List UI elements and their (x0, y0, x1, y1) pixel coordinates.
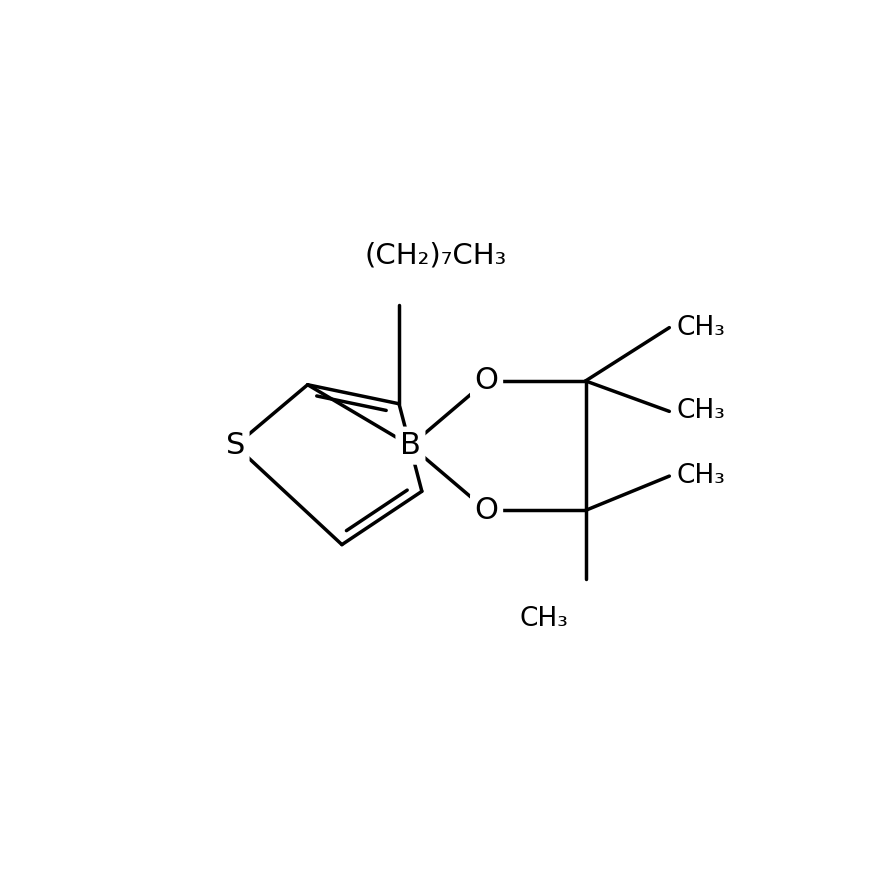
Text: (CH₂)₇CH₃: (CH₂)₇CH₃ (365, 241, 507, 270)
Text: CH₃: CH₃ (677, 315, 726, 341)
Text: CH₃: CH₃ (677, 399, 726, 425)
Text: S: S (226, 431, 245, 460)
Text: O: O (474, 496, 498, 525)
Text: O: O (474, 367, 498, 395)
Text: CH₃: CH₃ (519, 605, 568, 632)
Text: B: B (400, 431, 421, 460)
Text: CH₃: CH₃ (677, 463, 726, 490)
